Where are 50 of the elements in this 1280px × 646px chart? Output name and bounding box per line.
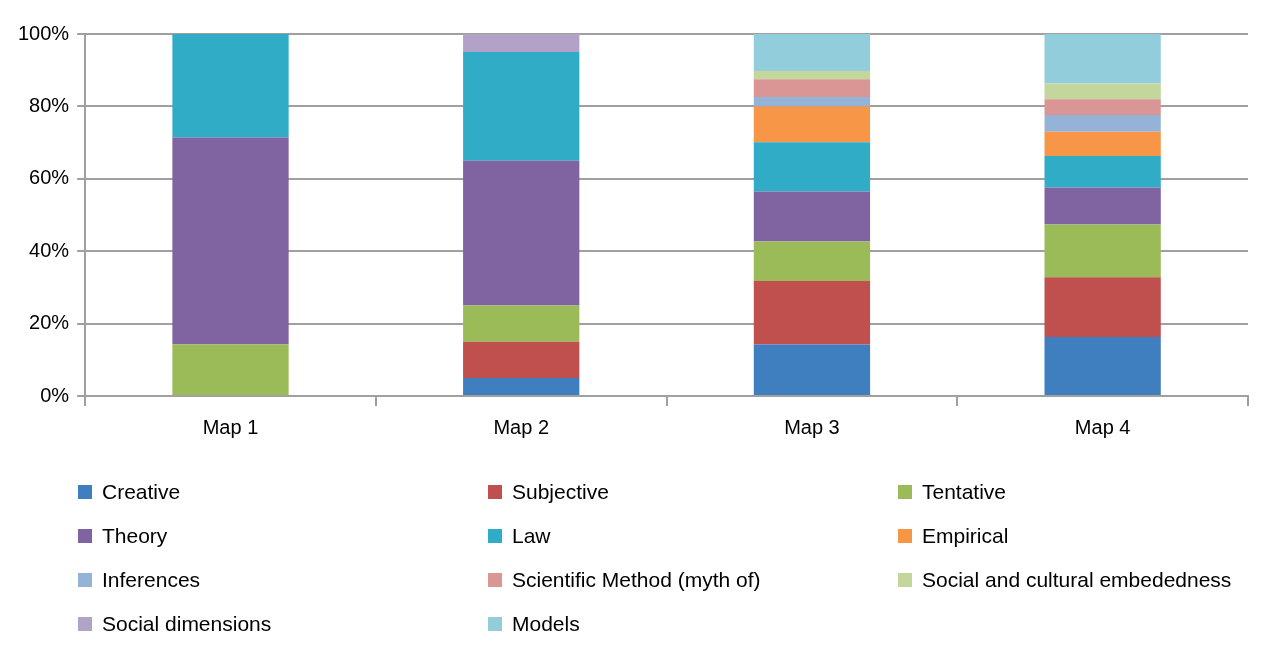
bar: [1044, 131, 1161, 156]
bar: [463, 341, 580, 378]
bar: [463, 52, 580, 161]
bar: [753, 142, 871, 192]
y-tick-label: 100%: [18, 21, 70, 44]
bar: [463, 160, 580, 306]
x-tick-label: Map 2: [493, 415, 550, 438]
bar: [172, 344, 289, 395]
x-tick-label: Map 4: [1074, 415, 1131, 438]
bar: [1044, 224, 1161, 278]
bar: [753, 241, 871, 281]
legend-label: Law: [512, 524, 551, 548]
y-tick-label: 80%: [29, 93, 70, 116]
bar: [463, 34, 580, 53]
bar: [1044, 155, 1161, 188]
bar: [753, 191, 871, 242]
x-tick-label: Map 1: [202, 415, 259, 438]
bar: [753, 106, 871, 143]
bar: [753, 280, 871, 345]
legend-label: Inferences: [102, 568, 201, 592]
bar: [753, 70, 871, 80]
y-tick-label: 0%: [40, 383, 70, 406]
bar: [172, 34, 289, 138]
bar: [463, 377, 580, 395]
bar: [1044, 277, 1161, 337]
legend-label: Scientific Method (myth of): [512, 568, 761, 592]
legend-label: Subjective: [512, 480, 609, 504]
x-tick-label: Map 3: [784, 415, 840, 438]
y-tick-label: 60%: [29, 166, 70, 189]
bar: [753, 96, 871, 107]
bar: [753, 34, 871, 71]
bar: [463, 305, 580, 342]
bar: [172, 137, 289, 345]
bar: [1044, 99, 1161, 116]
bar: [1044, 187, 1161, 225]
legend-label: Models: [512, 612, 580, 636]
legend-label: Social and cultural embededness: [922, 568, 1232, 592]
bar: [1044, 83, 1161, 100]
bar: [753, 79, 871, 97]
bar: [1044, 34, 1161, 84]
bar: [1044, 115, 1161, 132]
legend-label: Empirical: [922, 524, 1009, 548]
legend-label: Tentative: [922, 480, 1007, 504]
y-tick-label: 40%: [29, 238, 70, 261]
bar: [753, 344, 871, 395]
y-tick-label: 20%: [29, 311, 70, 334]
legend-label: Creative: [102, 480, 181, 504]
legend-label: Social dimensions: [102, 612, 272, 636]
legend-label: Theory: [102, 524, 168, 548]
bar: [1044, 336, 1161, 395]
